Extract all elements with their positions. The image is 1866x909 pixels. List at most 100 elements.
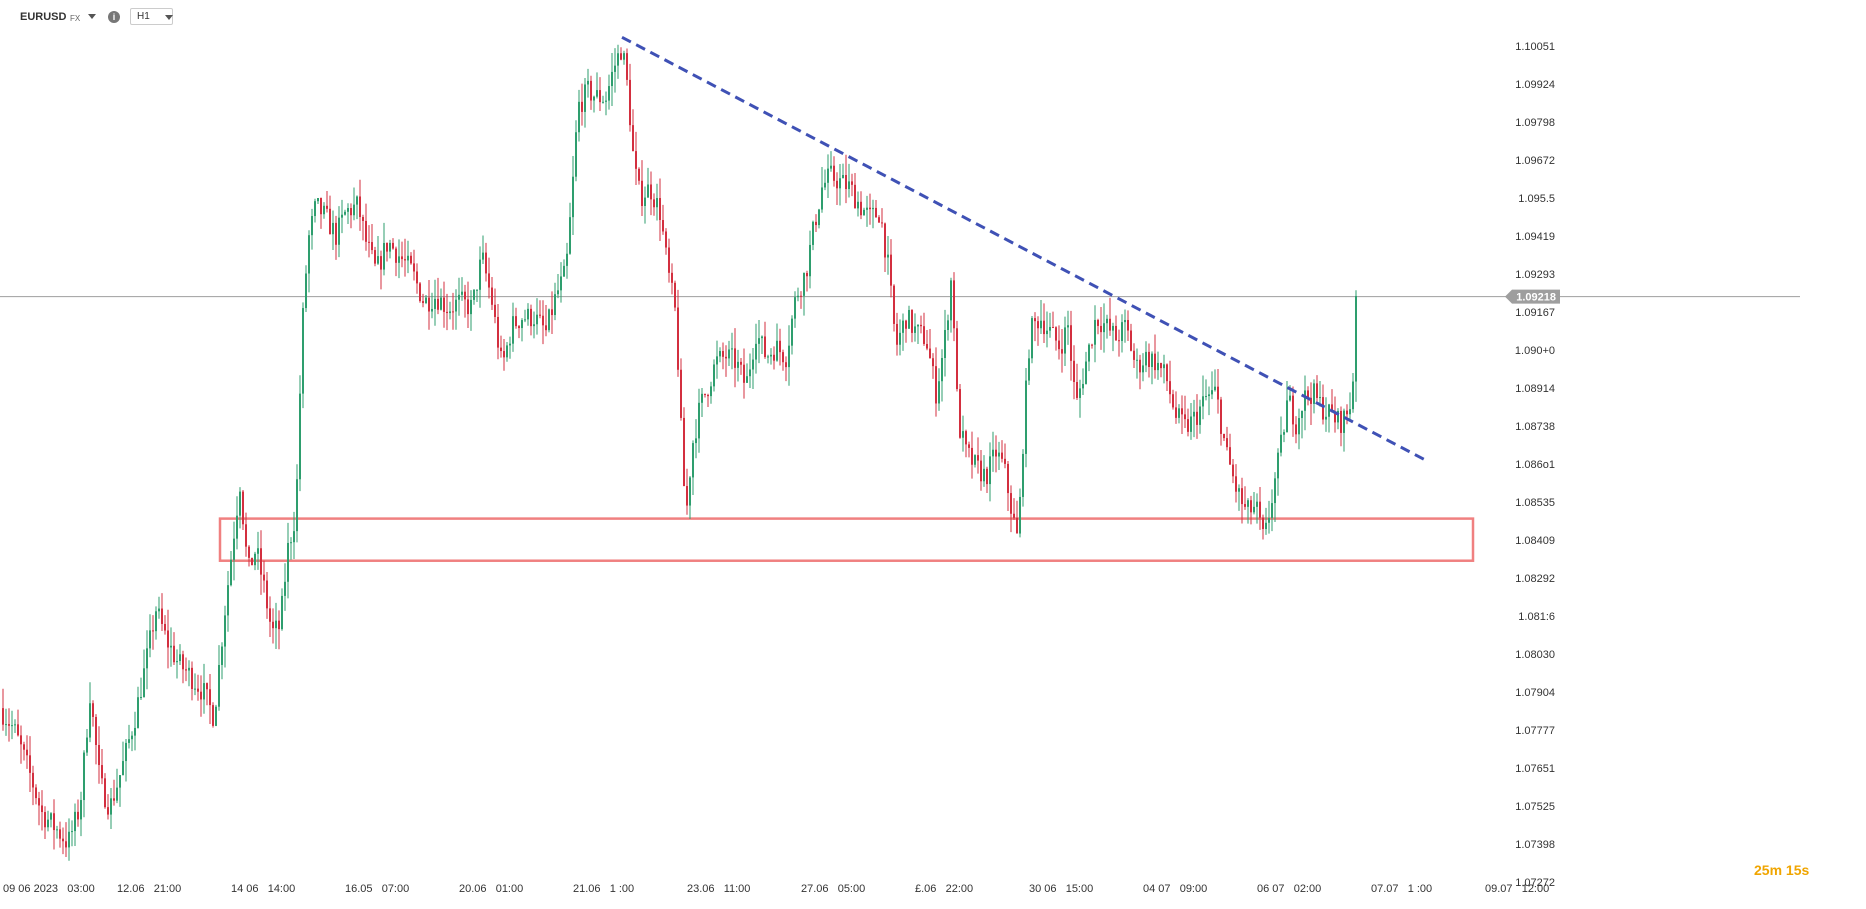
- info-icon[interactable]: i: [108, 11, 120, 23]
- candle-body: [41, 805, 43, 813]
- candle-body: [545, 325, 547, 331]
- candle-body: [209, 689, 211, 706]
- symbol-dropdown-icon[interactable]: [88, 14, 96, 19]
- candle-body: [53, 813, 55, 831]
- candle-body: [902, 320, 904, 333]
- candle-body: [782, 352, 784, 363]
- candle-body: [554, 294, 556, 316]
- candle-body: [284, 581, 286, 596]
- candle-body: [281, 595, 283, 630]
- candle-body: [1037, 321, 1039, 329]
- candle-body: [959, 389, 961, 438]
- candle-body: [1205, 396, 1207, 398]
- candle-body: [899, 332, 901, 345]
- candle-body: [992, 449, 994, 457]
- y-tick-label: 1.07525: [1515, 801, 1555, 813]
- y-tick-label: 1.08409: [1515, 535, 1555, 547]
- candle-body: [122, 761, 124, 776]
- candle-body: [1208, 394, 1210, 397]
- candle-body: [863, 209, 865, 216]
- candle-body: [716, 356, 718, 365]
- candle-body: [125, 742, 127, 762]
- candle-body: [890, 254, 892, 286]
- candle-body: [713, 364, 715, 387]
- candle-body: [221, 646, 223, 665]
- candle-body: [1253, 506, 1255, 513]
- candle-body: [1265, 522, 1267, 530]
- candle-body: [1196, 411, 1198, 425]
- x-tick-label: £.06 22:00: [915, 883, 973, 895]
- chevron-down-icon[interactable]: [165, 15, 173, 20]
- candle-body: [329, 208, 331, 235]
- candle-body: [314, 201, 316, 217]
- candle-body: [1310, 397, 1312, 404]
- candle-body: [689, 477, 691, 506]
- candle-body: [1220, 399, 1222, 434]
- candle-body: [968, 444, 970, 448]
- candle-body: [242, 491, 244, 525]
- candle-body: [704, 393, 706, 395]
- candle-body: [584, 84, 586, 112]
- candle-body: [977, 455, 979, 461]
- candle-body: [602, 101, 604, 103]
- candle-body: [773, 354, 775, 361]
- candle-body: [203, 683, 205, 700]
- candle-body: [2, 708, 4, 725]
- candle-body: [326, 205, 328, 209]
- candle-body: [1187, 419, 1189, 432]
- candle-body: [401, 256, 403, 260]
- timeframe-value: H1: [137, 11, 150, 22]
- candle-body: [1007, 463, 1009, 494]
- candle-body: [467, 299, 469, 315]
- candle-body: [365, 220, 367, 242]
- candle-body: [1025, 380, 1027, 454]
- candle-body: [14, 724, 16, 726]
- candle-body: [26, 749, 28, 756]
- candle-body: [287, 542, 289, 582]
- candle-body: [1268, 517, 1270, 523]
- candle-body: [1040, 320, 1042, 329]
- candle-body: [446, 311, 448, 314]
- candle-body: [197, 688, 199, 692]
- symbol-label[interactable]: EURUSD: [20, 11, 67, 23]
- candle-body: [1295, 424, 1297, 435]
- y-tick-label: 1.081:6: [1518, 611, 1555, 623]
- candle-body: [671, 272, 673, 283]
- candle-body: [809, 244, 811, 277]
- x-tick-label: 16.05 07:00: [345, 883, 409, 895]
- candle-body: [143, 668, 145, 697]
- candle-body: [1184, 414, 1186, 420]
- candle-body: [1112, 325, 1114, 331]
- candle-body: [500, 347, 502, 352]
- candle-body: [44, 812, 46, 828]
- candle-body: [563, 265, 565, 277]
- candle-body: [1199, 406, 1201, 425]
- candle-body: [560, 276, 562, 291]
- candle-body: [194, 688, 196, 690]
- candle-body: [527, 308, 529, 320]
- y-tick-label: 1.07777: [1515, 725, 1555, 737]
- candle-body: [854, 184, 856, 209]
- candle-body: [431, 308, 433, 312]
- candle-body: [758, 338, 760, 344]
- candle-body: [473, 289, 475, 300]
- candle-body: [911, 309, 913, 333]
- candle-body: [1085, 361, 1087, 384]
- candle-body: [1175, 407, 1177, 418]
- candle-body: [1115, 325, 1117, 341]
- candle-body: [395, 248, 397, 263]
- candle-body: [548, 309, 550, 331]
- price-tag: [1505, 289, 1560, 304]
- candle-body: [668, 247, 670, 273]
- candle-body: [1277, 452, 1279, 479]
- candle-body: [1157, 362, 1159, 371]
- candle-body: [788, 345, 790, 368]
- candle-body: [1034, 318, 1036, 322]
- candle-body: [767, 356, 769, 358]
- candle-body: [1256, 501, 1258, 507]
- candle-body: [1118, 340, 1120, 342]
- x-tick-label: 04 07 09:00: [1143, 883, 1207, 895]
- candle-body: [515, 316, 517, 327]
- candle-body: [1109, 318, 1111, 331]
